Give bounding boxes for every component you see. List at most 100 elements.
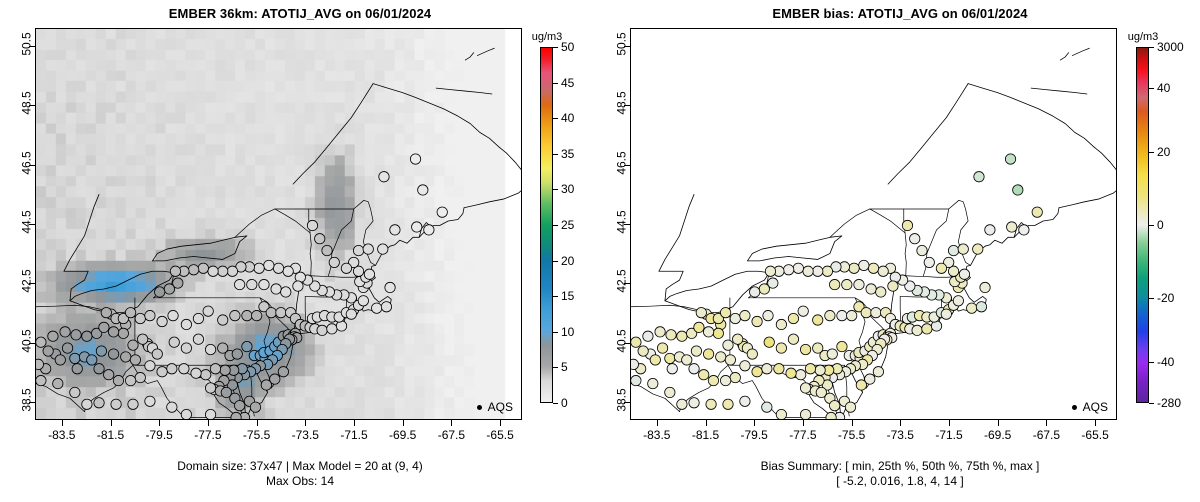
aqs-monitor-point[interactable] bbox=[783, 264, 795, 276]
aqs-monitor-point[interactable] bbox=[762, 310, 774, 322]
aqs-monitor-point[interactable] bbox=[686, 327, 698, 339]
aqs-monitor-point[interactable] bbox=[821, 265, 833, 277]
aqs-monitor-point[interactable] bbox=[137, 333, 149, 345]
aqs-monitor-point[interactable] bbox=[363, 268, 376, 280]
aqs-monitor-point[interactable] bbox=[800, 382, 812, 394]
aqs-monitor-point[interactable] bbox=[209, 363, 222, 375]
aqs-monitor-point[interactable] bbox=[217, 265, 229, 277]
aqs-monitor-point[interactable] bbox=[411, 221, 423, 233]
aqs-monitor-point[interactable] bbox=[180, 318, 192, 331]
aqs-monitor-point[interactable] bbox=[91, 327, 103, 339]
aqs-monitor-point[interactable] bbox=[108, 348, 120, 360]
aqs-monitor-point[interactable] bbox=[234, 279, 246, 291]
aqs-monitor-point[interactable] bbox=[865, 283, 877, 295]
aqs-monitor-point[interactable] bbox=[93, 363, 105, 375]
aqs-monitor-point[interactable] bbox=[36, 336, 47, 348]
aqs-monitor-point[interactable] bbox=[800, 343, 812, 356]
aqs-monitor-point[interactable] bbox=[812, 265, 824, 277]
aqs-monitor-point[interactable] bbox=[875, 286, 887, 298]
aqs-monitor-point[interactable] bbox=[649, 354, 661, 366]
aqs-monitor-point[interactable] bbox=[253, 262, 265, 274]
aqs-monitor-point[interactable] bbox=[872, 366, 884, 378]
aqs-monitor-point[interactable] bbox=[836, 310, 848, 322]
aqs-monitor-point[interactable] bbox=[207, 265, 219, 277]
aqs-monitor-point[interactable] bbox=[125, 375, 137, 387]
aqs-monitor-point[interactable] bbox=[81, 398, 93, 410]
aqs-monitor-point[interactable] bbox=[163, 283, 175, 295]
aqs-monitor-point[interactable] bbox=[69, 352, 81, 364]
aqs-monitor-point[interactable] bbox=[81, 330, 93, 342]
aqs-monitor-point[interactable] bbox=[800, 408, 812, 419]
aqs-monitor-point[interactable] bbox=[166, 401, 178, 413]
aqs-monitor-point[interactable] bbox=[973, 171, 985, 183]
aqs-monitor-point[interactable] bbox=[71, 363, 83, 375]
aqs-monitor-point[interactable] bbox=[316, 324, 328, 336]
aqs-monitor-point[interactable] bbox=[775, 342, 787, 354]
aqs-monitor-point[interactable] bbox=[314, 233, 326, 245]
aqs-monitor-point[interactable] bbox=[690, 345, 703, 357]
aqs-monitor-point[interactable] bbox=[61, 342, 74, 354]
aqs-monitor-point[interactable] bbox=[724, 354, 736, 366]
aqs-monitor-point[interactable] bbox=[169, 265, 182, 277]
aqs-monitor-point[interactable] bbox=[631, 336, 642, 348]
aqs-monitor-point[interactable] bbox=[836, 341, 848, 353]
aqs-monitor-point[interactable] bbox=[664, 386, 676, 399]
aqs-monitor-point[interactable] bbox=[378, 171, 390, 183]
aqs-monitor-point[interactable] bbox=[812, 342, 824, 354]
aqs-monitor-point[interactable] bbox=[172, 277, 184, 289]
aqs-monitor-point[interactable] bbox=[125, 307, 137, 319]
aqs-monitor-point[interactable] bbox=[103, 369, 115, 381]
aqs-monitor-point[interactable] bbox=[417, 184, 429, 196]
aqs-monitor-point[interactable] bbox=[758, 283, 770, 295]
aqs-monitor-point[interactable] bbox=[205, 408, 217, 419]
aqs-monitor-point[interactable] bbox=[921, 323, 933, 335]
aqs-monitor-point[interactable] bbox=[729, 312, 741, 325]
aqs-monitor-point[interactable] bbox=[47, 330, 59, 342]
aqs-monitor-point[interactable] bbox=[352, 244, 365, 257]
aqs-monitor-point[interactable] bbox=[117, 312, 129, 325]
aqs-monitor-point[interactable] bbox=[761, 401, 773, 413]
aqs-monitor-point[interactable] bbox=[180, 342, 192, 354]
aqs-monitor-point[interactable] bbox=[371, 302, 383, 314]
aqs-monitor-point[interactable] bbox=[241, 310, 253, 322]
aqs-monitor-point[interactable] bbox=[676, 398, 688, 410]
aqs-monitor-point[interactable] bbox=[134, 312, 146, 325]
aqs-monitor-point[interactable] bbox=[93, 397, 105, 409]
aqs-monitor-point[interactable] bbox=[722, 398, 734, 410]
aqs-monitor-point[interactable] bbox=[188, 264, 200, 276]
aqs-monitor-point[interactable] bbox=[707, 375, 720, 387]
aqs-monitor-point[interactable] bbox=[306, 219, 319, 232]
aqs-monitor-point[interactable] bbox=[664, 352, 676, 364]
aqs-monitor-point[interactable] bbox=[202, 305, 214, 317]
aqs-monitor-point[interactable] bbox=[825, 411, 837, 419]
aqs-monitor-point[interactable] bbox=[846, 310, 858, 322]
aqs-monitor-point[interactable] bbox=[200, 369, 212, 381]
aqs-monitor-point[interactable] bbox=[246, 279, 258, 291]
aqs-monitor-point[interactable] bbox=[321, 244, 333, 257]
aqs-monitor-point[interactable] bbox=[916, 244, 928, 257]
aqs-monitor-point[interactable] bbox=[226, 265, 238, 277]
aqs-monitor-point[interactable] bbox=[205, 343, 217, 356]
aqs-monitor-point[interactable] bbox=[277, 366, 289, 378]
aqs-monitor-point[interactable] bbox=[1012, 184, 1024, 196]
aqs-monitor-point[interactable] bbox=[95, 345, 108, 357]
aqs-monitor-point[interactable] bbox=[911, 324, 923, 336]
aqs-monitor-point[interactable] bbox=[380, 301, 393, 313]
aqs-monitor-point[interactable] bbox=[887, 280, 899, 292]
aqs-monitor-point[interactable] bbox=[144, 360, 156, 372]
aqs-monitor-point[interactable] bbox=[345, 308, 357, 320]
aqs-monitor-point[interactable] bbox=[901, 219, 914, 232]
aqs-monitor-point[interactable] bbox=[1006, 221, 1018, 233]
aqs-monitor-point[interactable] bbox=[712, 312, 724, 325]
aqs-monitor-point[interactable] bbox=[909, 233, 921, 245]
aqs-monitor-point[interactable] bbox=[705, 398, 717, 410]
aqs-monitor-point[interactable] bbox=[729, 372, 741, 384]
aqs-monitor-point[interactable] bbox=[151, 348, 163, 360]
aqs-monitor-point[interactable] bbox=[127, 339, 139, 351]
aqs-monitor-point[interactable] bbox=[703, 326, 715, 338]
aqs-monitor-point[interactable] bbox=[423, 224, 435, 236]
aqs-monitor-point[interactable] bbox=[362, 243, 374, 255]
aqs-monitor-point[interactable] bbox=[144, 310, 156, 322]
aqs-monitor-point[interactable] bbox=[269, 373, 281, 385]
aqs-monitor-point[interactable] bbox=[785, 367, 797, 379]
